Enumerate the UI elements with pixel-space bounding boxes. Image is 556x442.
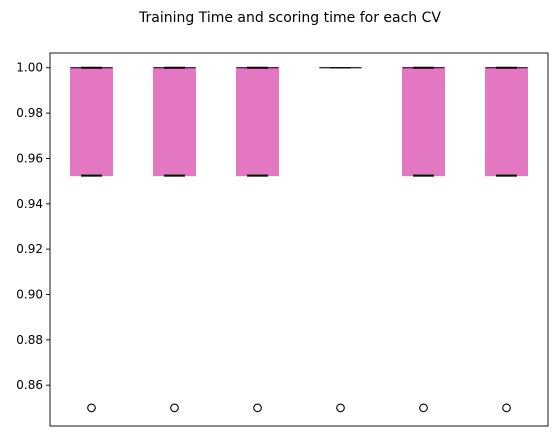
y-tick-label: 0.88 — [16, 333, 43, 347]
y-tick-label: 0.90 — [16, 287, 43, 301]
box-body — [153, 67, 196, 177]
y-tick-label: 0.92 — [16, 242, 43, 256]
box-group-3 — [236, 66, 279, 413]
box-group-5 — [402, 66, 445, 413]
outlier-point — [170, 403, 179, 413]
y-tick-label: 0.86 — [16, 378, 43, 392]
outlier-point — [87, 403, 96, 413]
box-group-1 — [70, 66, 113, 413]
box-group-4 — [319, 67, 362, 413]
y-tick-label: 0.98 — [16, 106, 43, 120]
y-tick-label: 0.94 — [16, 197, 43, 211]
plot-frame — [49, 52, 549, 427]
box-body — [485, 67, 528, 177]
outlier-point — [502, 403, 511, 413]
y-tick-label: 0.96 — [16, 151, 43, 165]
box-group-6 — [485, 66, 528, 413]
outlier-point — [253, 403, 262, 413]
chart-title: Training Time and scoring time for each … — [138, 10, 441, 26]
box-body — [402, 67, 445, 177]
boxes-layer — [70, 66, 528, 413]
box-body — [70, 67, 113, 177]
box-body — [236, 67, 279, 177]
axes-layer: 0.86 0.88 0.90 0.92 0.94 0.96 0.98 1.00 — [16, 52, 549, 427]
outlier-point — [336, 403, 345, 413]
y-tick-label: 1.00 — [16, 61, 43, 75]
outlier-point — [419, 403, 428, 413]
box-group-2 — [153, 66, 196, 413]
